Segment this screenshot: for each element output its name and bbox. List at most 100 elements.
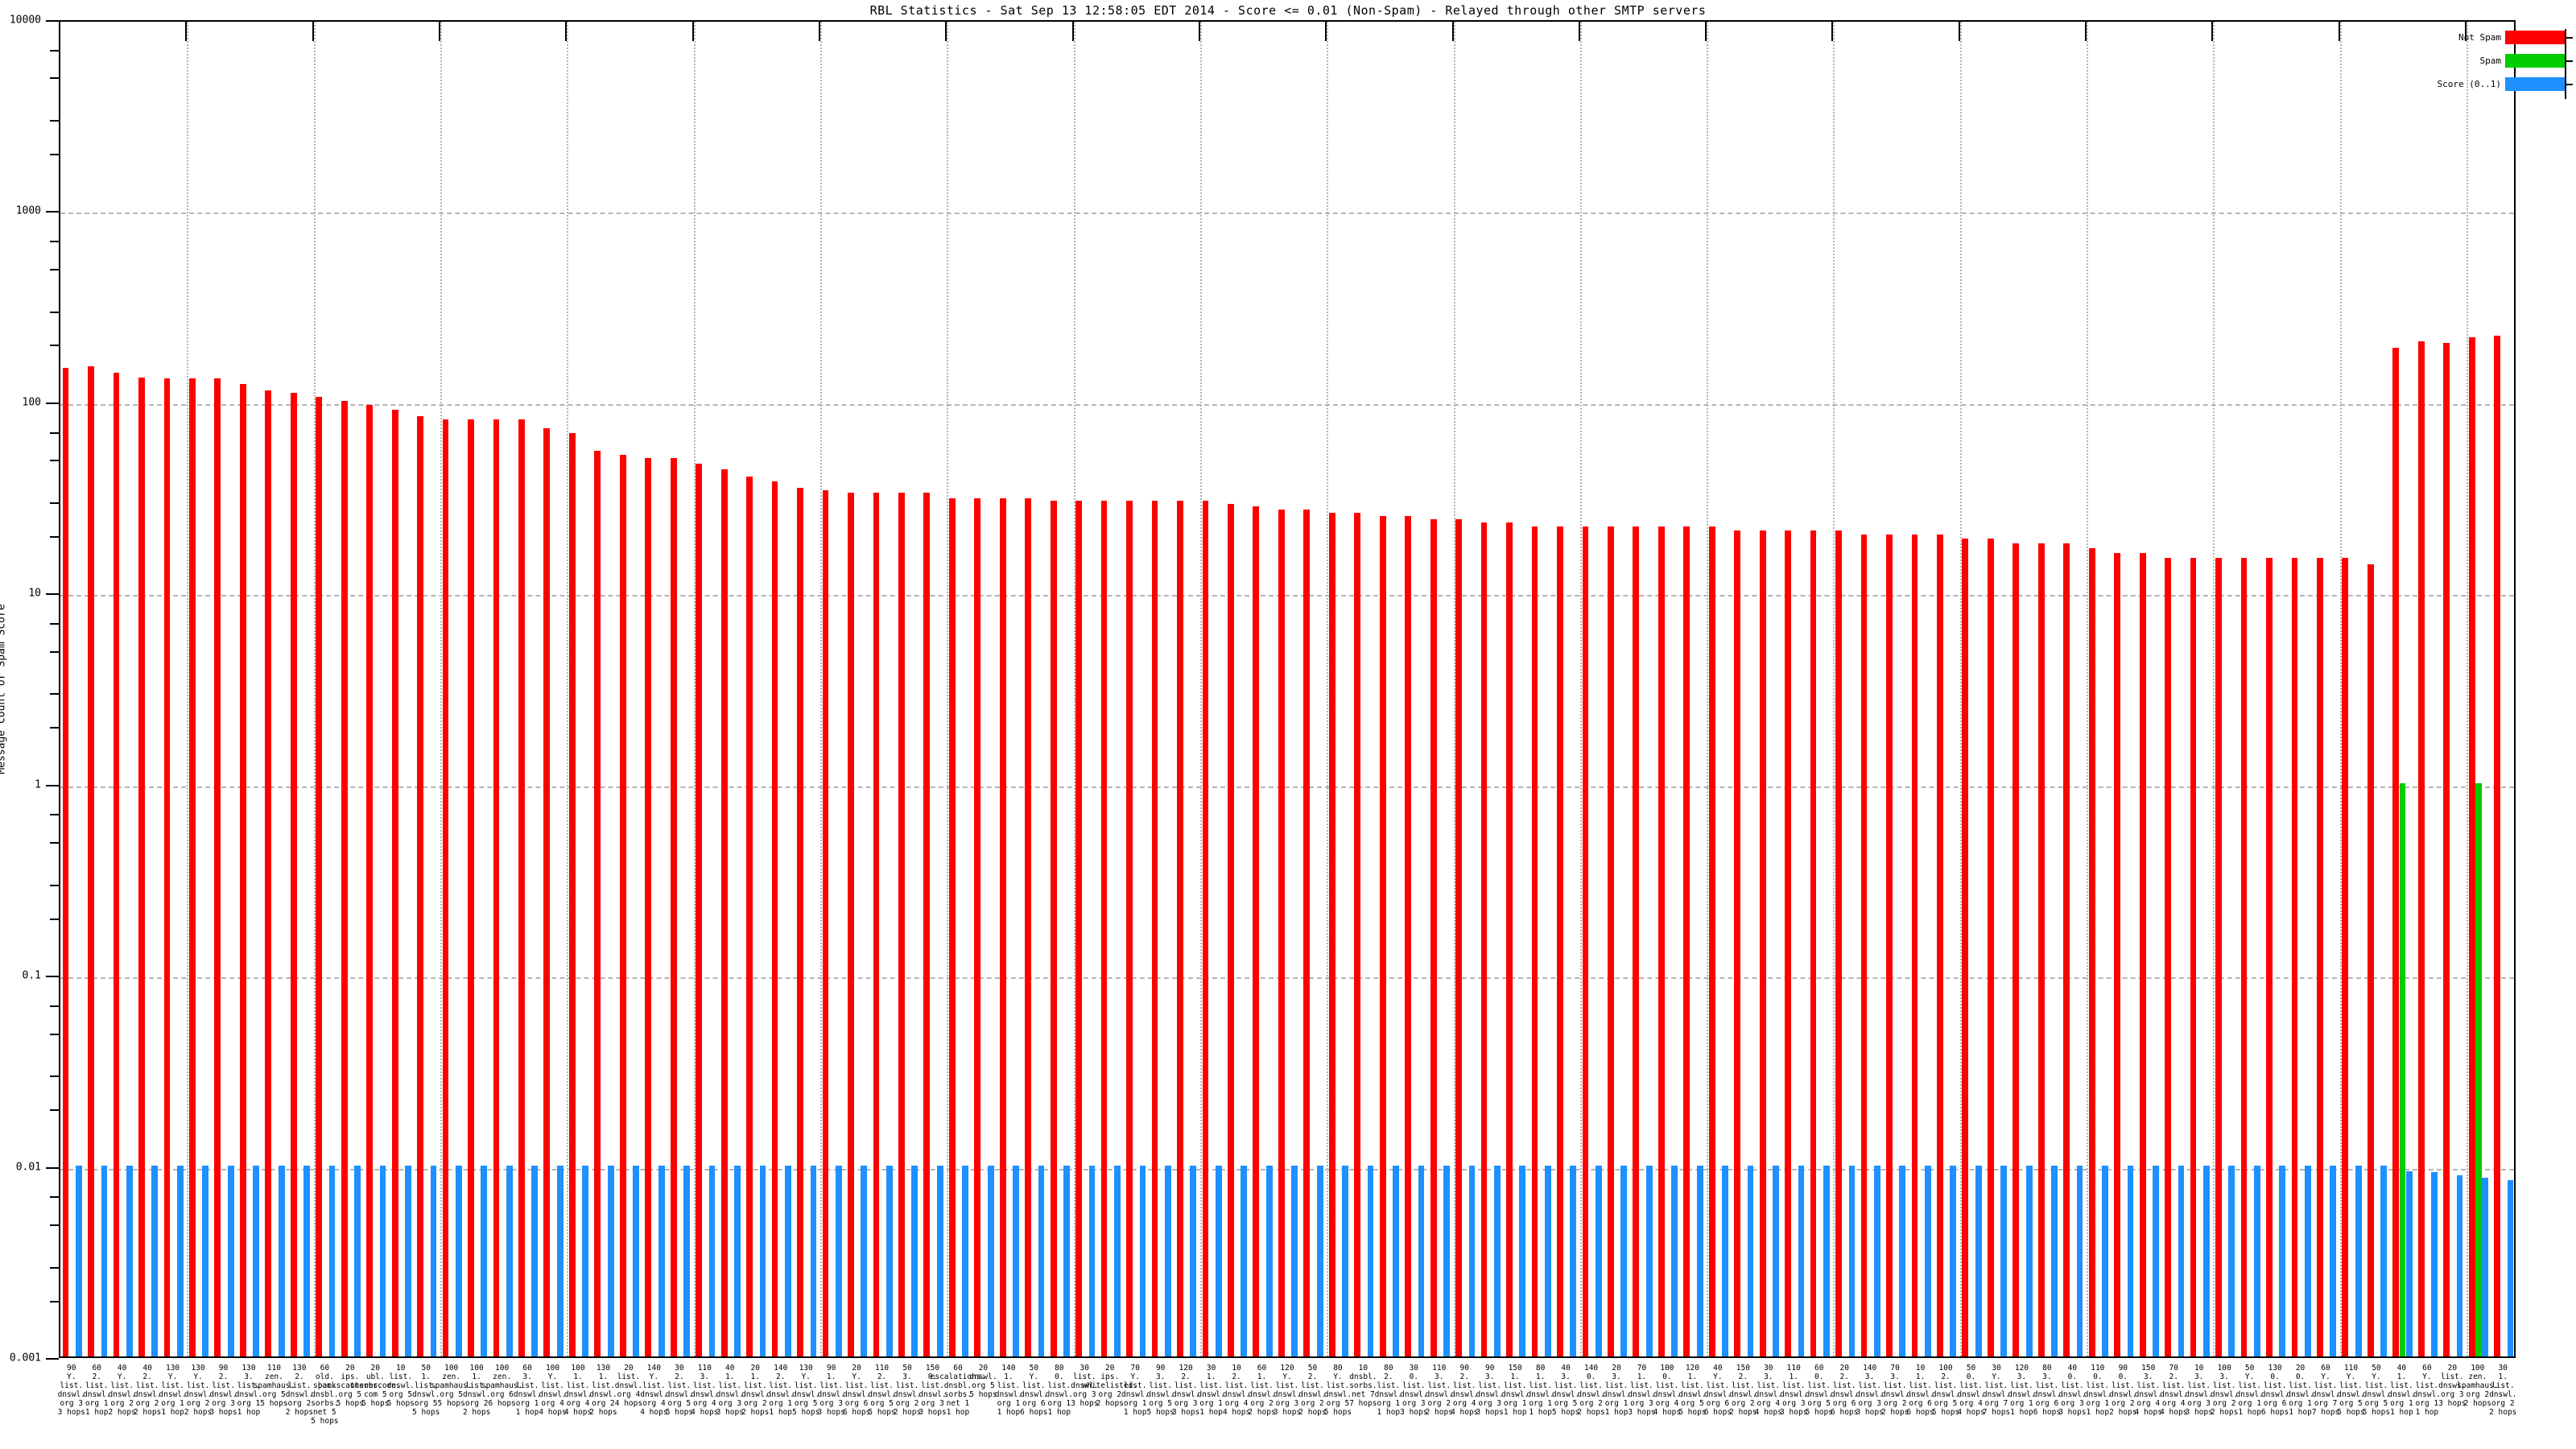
bar-score xyxy=(1671,1165,1678,1356)
bar-not-spam xyxy=(2367,564,2374,1356)
bar-not-spam xyxy=(1228,503,1234,1356)
bar-not-spam xyxy=(2468,336,2475,1356)
y-axis-tick-label: 0.01 xyxy=(15,1161,41,1174)
bar-score xyxy=(1190,1165,1197,1356)
bar-not-spam xyxy=(720,469,728,1356)
bar-not-spam xyxy=(1860,534,1868,1356)
y-axis-tick-minor xyxy=(50,1196,59,1199)
bar-score xyxy=(1393,1165,1399,1356)
bar-not-spam xyxy=(1734,530,1741,1356)
y-axis-tick-major xyxy=(46,402,59,404)
y-axis-tick-major xyxy=(46,1358,59,1360)
bar-score xyxy=(1164,1165,1171,1356)
bar-score xyxy=(1823,1165,1830,1356)
y-axis-tick-minor xyxy=(50,77,59,80)
bar-not-spam xyxy=(1987,539,1994,1356)
bar-score xyxy=(2330,1165,2337,1356)
y-axis-tick-label: 0.1 xyxy=(22,969,41,982)
y-axis-tick-minor xyxy=(50,460,59,462)
bar-not-spam xyxy=(1835,530,1842,1356)
bar-not-spam xyxy=(366,405,374,1356)
bar-score xyxy=(2076,1165,2083,1356)
y-axis-title: Message Count or Spam Score xyxy=(0,604,8,774)
bar-not-spam xyxy=(543,427,551,1356)
y-axis-tick-minor xyxy=(50,535,59,538)
bar-not-spam xyxy=(1050,501,1057,1356)
bar-not-spam xyxy=(1177,501,1183,1356)
bar-not-spam xyxy=(1607,526,1614,1356)
y-axis-tick-label: 1 xyxy=(35,778,41,791)
bar-not-spam xyxy=(2240,558,2248,1356)
bar-not-spam xyxy=(341,400,348,1356)
bar-not-spam xyxy=(568,432,576,1356)
bar-score xyxy=(633,1165,640,1356)
bar-score xyxy=(506,1165,513,1356)
bar-score xyxy=(861,1165,868,1356)
bar-score xyxy=(151,1165,159,1356)
bar-score xyxy=(2228,1165,2235,1356)
y-axis-tick-major xyxy=(46,211,59,213)
bar-score xyxy=(2000,1165,2008,1356)
y-axis-tick-minor xyxy=(50,345,59,347)
bar-score xyxy=(2304,1165,2311,1356)
bar-score xyxy=(683,1165,690,1356)
bar-score xyxy=(835,1165,842,1356)
bar-score xyxy=(1088,1165,1096,1356)
bar-not-spam xyxy=(645,458,652,1356)
bar-score xyxy=(1722,1165,1728,1356)
bar-not-spam xyxy=(493,419,500,1356)
y-axis-tick-major xyxy=(46,784,59,786)
bar-not-spam xyxy=(1810,530,1817,1356)
bar-score xyxy=(886,1165,893,1356)
bar-not-spam xyxy=(1683,526,1690,1356)
bar-score xyxy=(759,1165,766,1356)
bar-score xyxy=(2102,1165,2108,1356)
bar-score xyxy=(1798,1165,1805,1356)
bar-score xyxy=(1848,1165,1856,1356)
bar-score xyxy=(658,1165,665,1356)
y-axis-tick-minor xyxy=(50,650,59,653)
bar-not-spam xyxy=(2037,543,2045,1356)
y-axis-tick-label: 1000 xyxy=(15,204,41,217)
bar-score xyxy=(379,1165,386,1356)
bar-spam xyxy=(2475,782,2482,1356)
bar-score xyxy=(303,1165,311,1356)
y-axis-tick-minor xyxy=(50,884,59,886)
bar-score xyxy=(328,1165,336,1356)
y-axis-tick-major xyxy=(46,593,59,596)
bar-not-spam xyxy=(2342,558,2349,1356)
bar-score xyxy=(1570,1165,1577,1356)
y-axis-tick-major xyxy=(46,976,59,978)
bar-score xyxy=(1241,1165,1248,1356)
bar-score xyxy=(1494,1165,1501,1356)
bar-not-spam xyxy=(2316,558,2323,1356)
y-axis-tick-label: 10000 xyxy=(9,14,41,27)
